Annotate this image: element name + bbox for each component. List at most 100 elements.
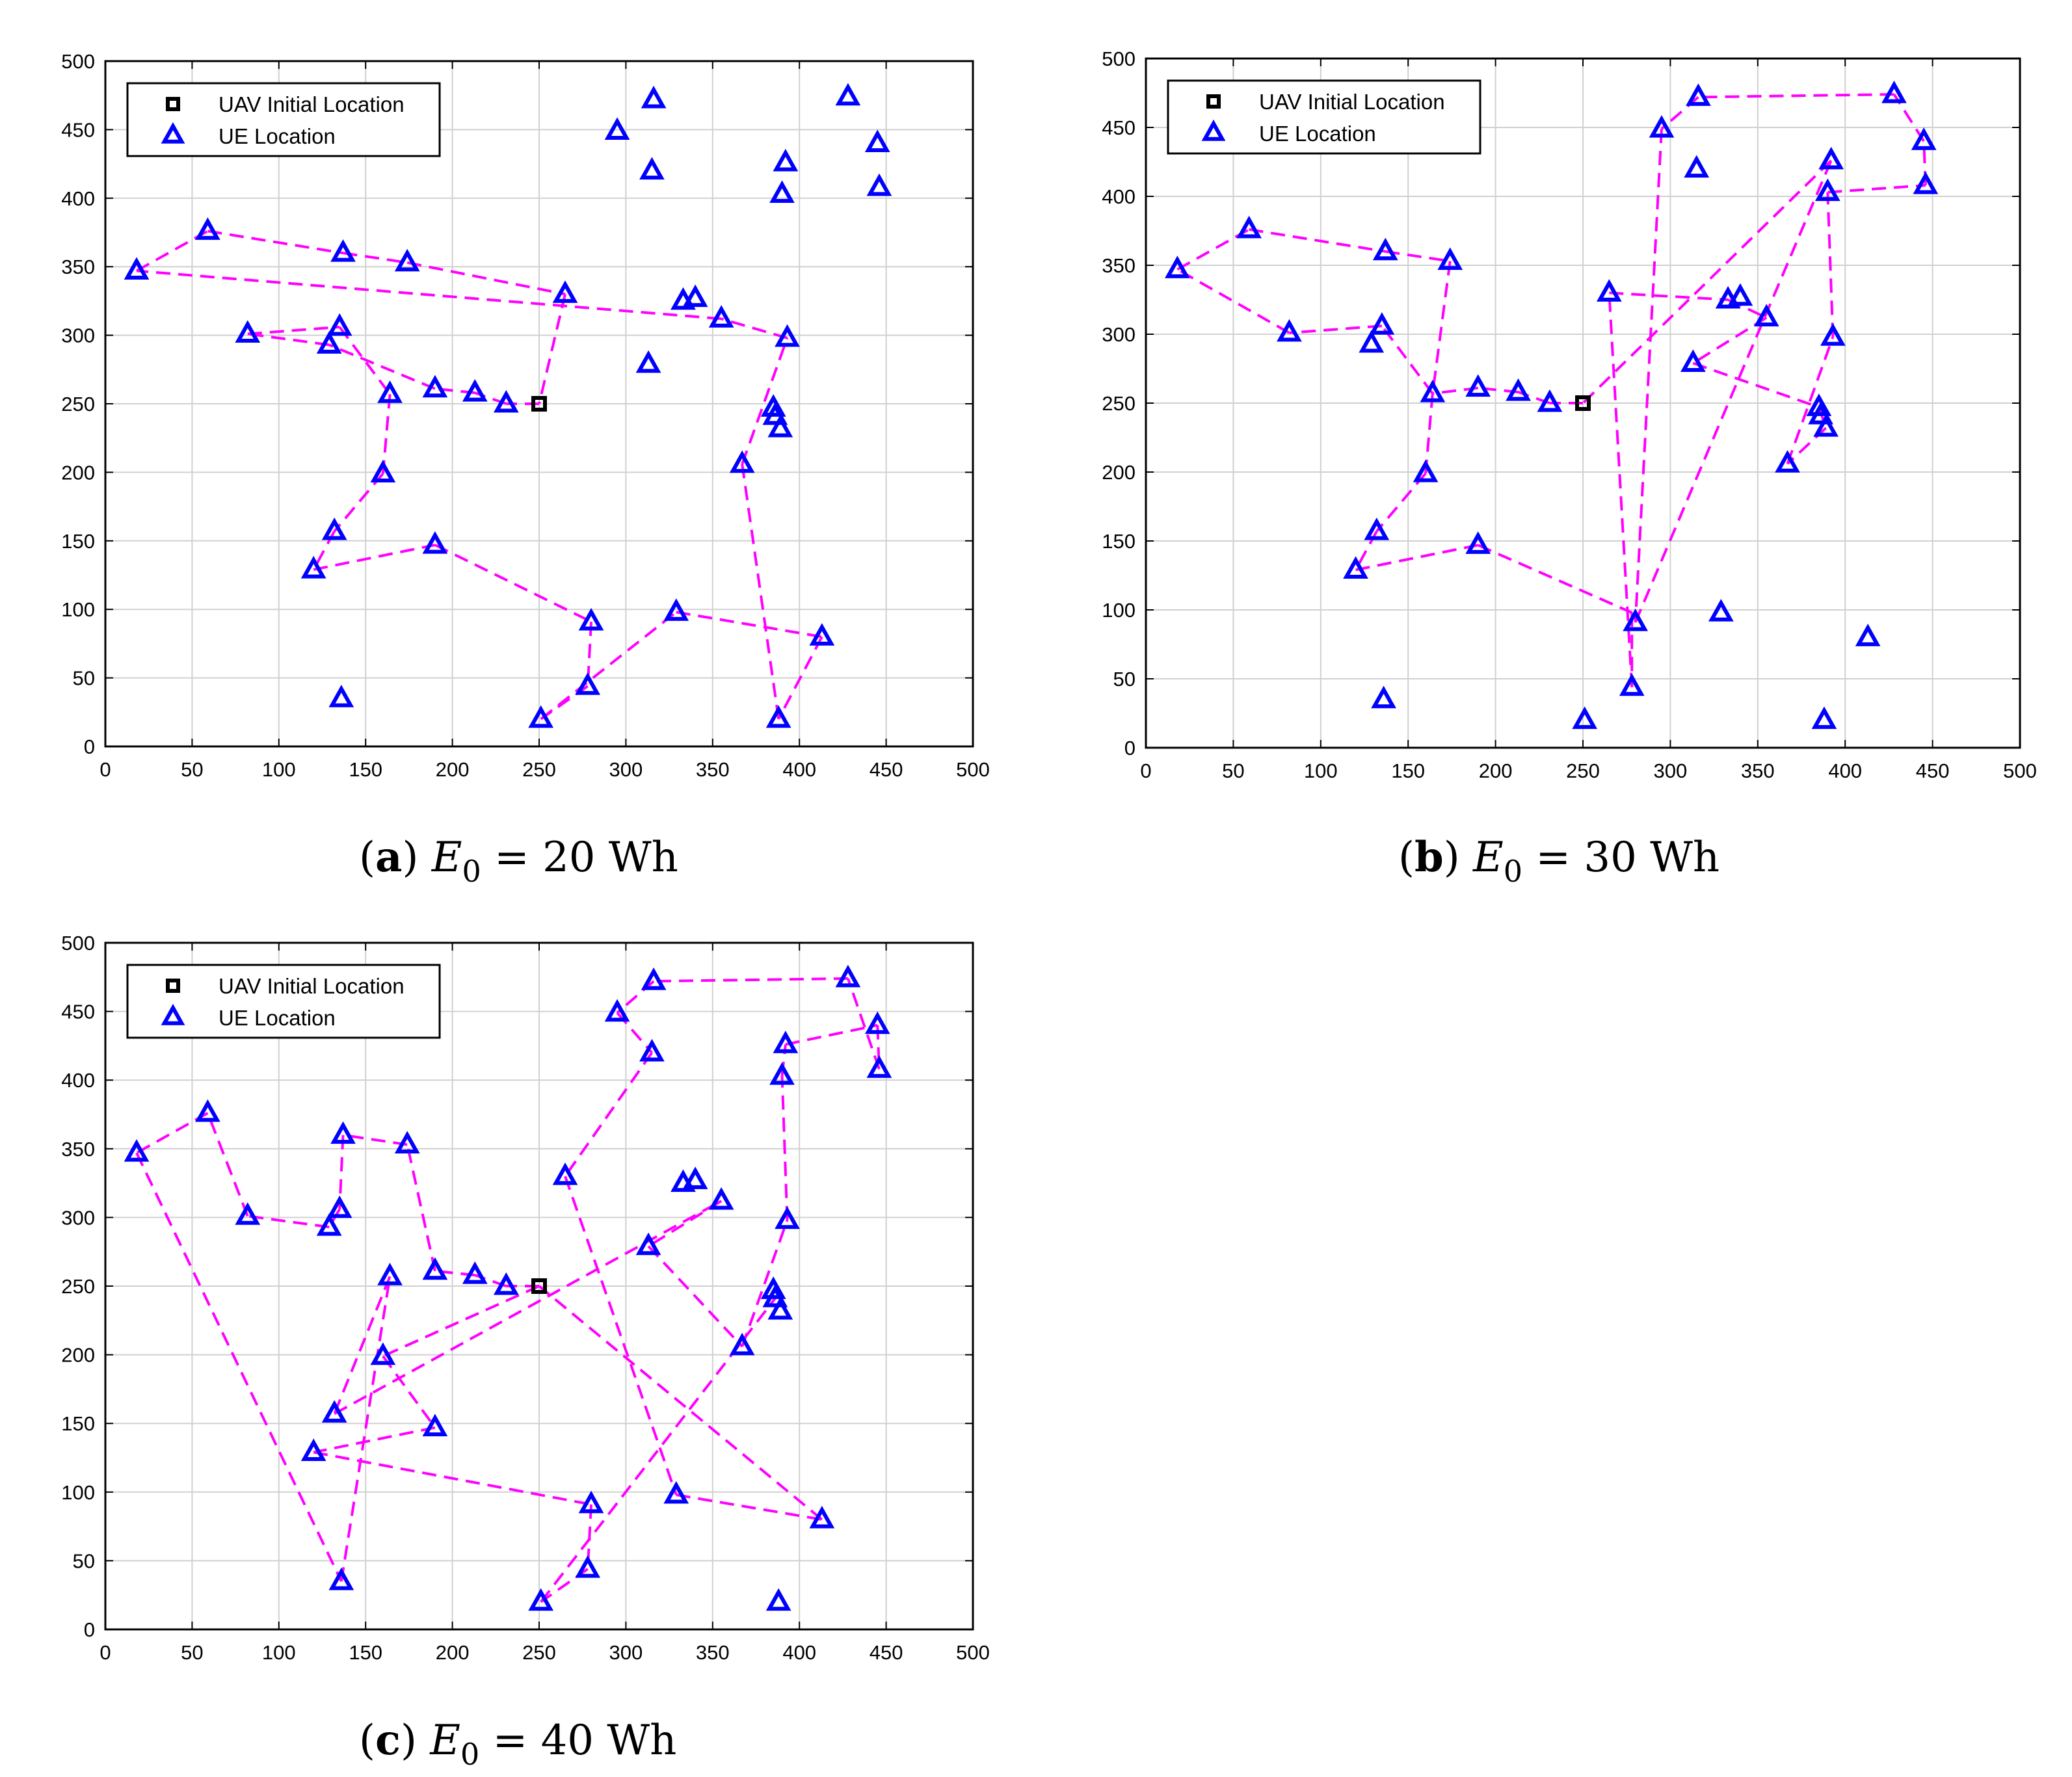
ue-location-marker	[1619, 673, 1645, 696]
x-tick-label: 150	[349, 1641, 382, 1664]
trajectory-segment	[1477, 544, 1633, 614]
panel-a: 0 50 100 150 200 250 300 350 400 450 500 0 50 100 150 2…	[61, 50, 990, 781]
legend-ue-label: UE Location	[219, 124, 336, 148]
ue-location-marker	[326, 1195, 352, 1218]
y-tick-label: 450	[1102, 116, 1136, 139]
ue-location-marker	[866, 1055, 892, 1078]
ue-location-marker	[1649, 114, 1675, 138]
ue-location-marker	[769, 1062, 795, 1085]
y-tick-label: 350	[1102, 254, 1136, 277]
ue-location-marker	[235, 320, 261, 343]
trajectory-segment	[538, 1285, 823, 1521]
ue-location-marker	[835, 83, 861, 106]
y-tick-label: 400	[61, 1069, 95, 1092]
x-tick-label: 0	[100, 1641, 111, 1664]
trajectory-segment	[1249, 228, 1386, 253]
y-tick-label: 250	[1102, 392, 1136, 415]
ue-location-marker	[1437, 247, 1463, 270]
y-tick-label: 300	[61, 324, 95, 347]
ue-location-marker	[635, 1232, 661, 1256]
ue-location-marker	[316, 1213, 342, 1236]
ue-location-marker	[775, 324, 800, 347]
ue-location-marker	[708, 1187, 734, 1210]
ue-location-marker	[773, 148, 799, 172]
trajectory-segment	[1609, 291, 1729, 301]
y-tick-label: 50	[1113, 668, 1136, 691]
y-tick-label: 450	[61, 1001, 95, 1023]
ue-location-marker	[682, 1166, 708, 1189]
ue-location-marker	[575, 1555, 601, 1578]
ue-location-marker	[1775, 450, 1800, 473]
ue-location-marker	[493, 389, 519, 413]
legend-uav-label: UAV Initial Location	[1259, 90, 1445, 114]
trajectory-segment	[785, 1023, 878, 1046]
x-tick-label: 400	[782, 758, 816, 781]
ue-location-marker	[1413, 459, 1439, 482]
ue-location-marker	[1465, 374, 1491, 397]
ue-location-marker	[552, 280, 578, 303]
ue-location-marker	[775, 1206, 800, 1230]
y-tick-label: 200	[1102, 461, 1136, 484]
ue-location-marker	[462, 378, 488, 402]
ue-location-marker	[328, 1567, 354, 1590]
ue-location-marker	[1855, 624, 1881, 646]
ue-location-marker	[422, 375, 448, 398]
x-tick-label: 250	[522, 1641, 556, 1664]
legend-uav-label: UAV Initial Location	[219, 974, 405, 998]
ue-location-marker	[1818, 146, 1844, 170]
y-tick-label: 100	[61, 1481, 95, 1504]
ue-location-marker	[422, 1257, 448, 1280]
y-tick-label: 350	[61, 1138, 95, 1161]
ue-location-marker	[1537, 389, 1563, 412]
trajectory-segment	[1692, 362, 1820, 409]
y-tick-label: 50	[73, 667, 95, 690]
y-tick-label: 0	[84, 735, 95, 758]
trajectory-segment	[1582, 159, 1833, 404]
ue-location-marker	[866, 173, 892, 196]
x-tick-label: 100	[1304, 759, 1338, 782]
x-tick-label: 400	[1828, 759, 1862, 782]
ue-location-marker	[1236, 215, 1262, 239]
ue-location-marker	[762, 402, 788, 425]
ue-location-marker	[765, 1588, 791, 1611]
ue-location-marker	[1913, 171, 1939, 194]
ue-location-marker	[773, 1031, 799, 1053]
x-tick-label: 250	[1566, 759, 1600, 782]
trajectory-segment	[1826, 192, 1835, 337]
ue-location-marker	[1506, 378, 1531, 401]
trajectory-segment	[564, 1176, 678, 1495]
ue-location-marker	[370, 1342, 396, 1365]
x-tick-label: 350	[1741, 759, 1775, 782]
trajectory-segment	[721, 317, 788, 339]
ue-location-marker	[321, 1400, 347, 1423]
x-tick-label: 0	[1140, 759, 1151, 782]
ue-location-marker	[1708, 599, 1734, 622]
trajectory-segment	[654, 977, 848, 983]
ue-location-marker	[1596, 279, 1622, 302]
x-tick-label: 450	[1916, 759, 1950, 782]
trajectory-segment	[1634, 129, 1663, 623]
trajectory-segment	[434, 544, 592, 623]
ue-location-marker	[326, 313, 352, 336]
ue-location-marker	[528, 1588, 554, 1611]
x-tick-label: 400	[782, 1641, 816, 1664]
legend-ue-marker	[161, 122, 185, 144]
trajectory-segment	[136, 230, 209, 272]
uav-initial-marker	[531, 396, 547, 412]
x-tick-label: 100	[262, 1641, 296, 1664]
trajectory-segment	[328, 343, 436, 390]
ue-location-marker	[864, 1011, 890, 1034]
trajectory-segment	[648, 1200, 723, 1248]
ue-location-marker	[528, 705, 554, 728]
ue-location-marker	[663, 598, 689, 621]
ue-location-marker	[708, 305, 734, 328]
legend-uav-marker	[166, 979, 180, 993]
x-tick-label: 300	[609, 1641, 643, 1664]
ue-location-marker	[1371, 685, 1396, 709]
legend-uav-label: UAV Initial Location	[219, 92, 405, 116]
panel-b: 0 50 100 150 200 250 300 350 400 450 500 0 50 100 150 2…	[1102, 47, 2037, 782]
y-tick-label: 100	[61, 598, 95, 621]
ue-location-marker	[864, 129, 890, 152]
ue-location-marker	[1811, 706, 1837, 730]
x-tick-label: 50	[181, 758, 203, 781]
